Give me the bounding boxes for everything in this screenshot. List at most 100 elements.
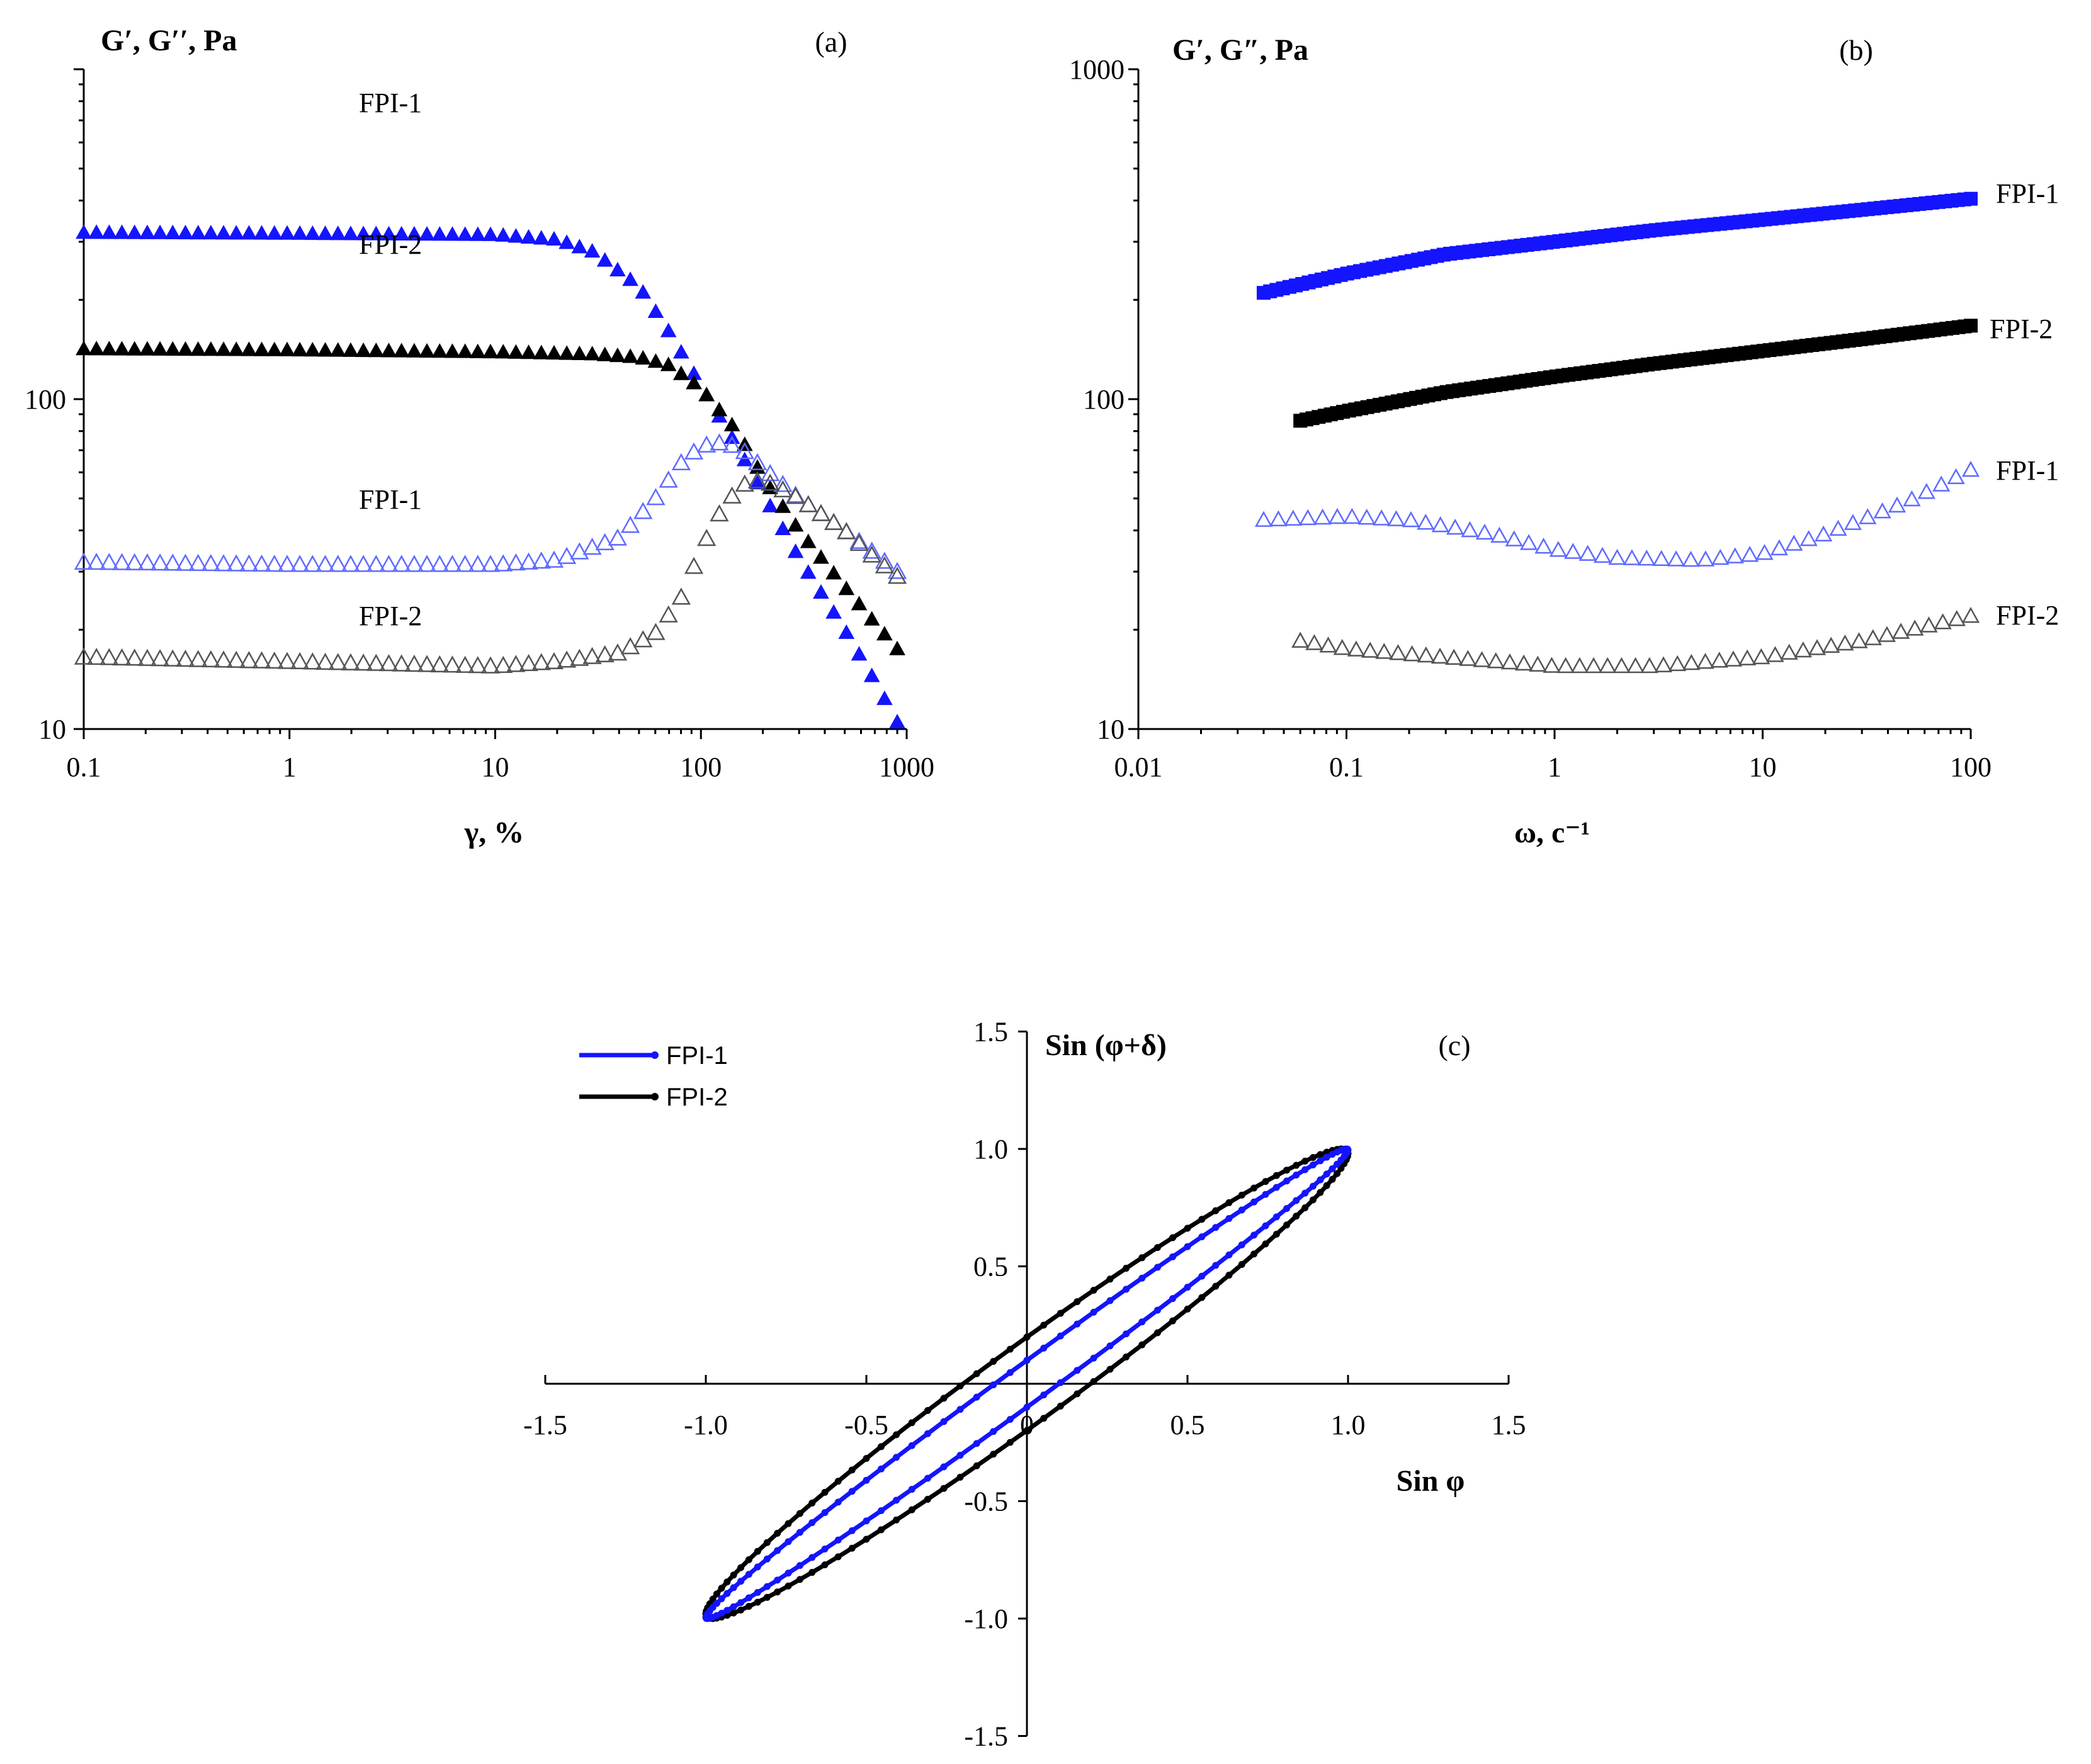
- b-x-axis-title: ω, c⁻¹: [1514, 816, 1590, 849]
- c-series-0-point: [940, 1418, 948, 1425]
- a-series-0-point: [813, 584, 829, 599]
- a-series-3-point: [798, 495, 818, 512]
- a-series-3-point: [404, 654, 424, 672]
- b-series-2-point: [1623, 549, 1641, 565]
- c-series-0-point: [1212, 1224, 1220, 1231]
- panel-c-chart: -1.5 -1.0 -0.5 0 0.5 1.0 1.5-1.5-1.0-0.50.51.0…: [523, 1017, 1526, 1752]
- a-series-3-point: [570, 648, 589, 666]
- c-series-0-point: [1138, 1274, 1146, 1282]
- c-series-1-point: [774, 1588, 781, 1596]
- a-panel-label: (a): [815, 26, 847, 58]
- b-series-2-point: [1313, 508, 1332, 525]
- c-series-1-point: [785, 1582, 792, 1590]
- b-series-2-point: [1799, 529, 1818, 546]
- b-series-3-point: [1822, 636, 1840, 653]
- a-series-3-point: [837, 522, 856, 540]
- a-series-1-point: [203, 341, 219, 356]
- a-series-0-point: [380, 225, 397, 240]
- c-series-1-point: [730, 1571, 737, 1579]
- c-series-1-point: [723, 1578, 731, 1586]
- c-series-0-point: [1090, 1308, 1097, 1316]
- a-series-0-point: [431, 226, 448, 241]
- b-series-2-point: [1269, 510, 1288, 526]
- c-series-0-point: [834, 1498, 842, 1506]
- c-series-0-point: [1040, 1391, 1048, 1399]
- c-series-0-point: [1225, 1251, 1233, 1258]
- a-series-0-point: [749, 475, 766, 490]
- a-series-1-point: [571, 345, 588, 360]
- a-series-3-point: [213, 650, 234, 668]
- b-series-3-point: [1417, 646, 1435, 663]
- c-series-0-point: [754, 1589, 761, 1597]
- c-series-1-point: [973, 1462, 980, 1469]
- b-series-2-point: [1682, 550, 1700, 567]
- c-series-0-point: [1334, 1160, 1341, 1168]
- a-series-3-point: [773, 480, 793, 498]
- b-series-2-point: [1770, 539, 1788, 556]
- a-series-0-point: [800, 564, 817, 579]
- b-series-2-point: [1726, 547, 1744, 563]
- c-series-0-point: [990, 1428, 997, 1435]
- c-series-1-point: [1198, 1216, 1206, 1223]
- a-series-3-point: [392, 654, 411, 672]
- b-series-3-point: [1891, 623, 1910, 639]
- a-x-tick-label: 1: [283, 752, 297, 783]
- b-x-tick-label: 0.01: [1114, 752, 1163, 783]
- a-series-2-point: [213, 554, 234, 572]
- a-series-0-point: [228, 225, 245, 240]
- a-series-2-point: [468, 555, 487, 572]
- a-series-0-point: [889, 713, 905, 728]
- a-series-3-point: [379, 653, 399, 672]
- c-series-0-point: [1250, 1231, 1258, 1239]
- a-series-1-point: [126, 341, 143, 356]
- b-series-3-point: [1669, 655, 1687, 672]
- c-series-1-point: [713, 1590, 720, 1598]
- a-series-1-point: [635, 350, 652, 365]
- a-series-1-point: [241, 341, 258, 356]
- a-series-0-point: [126, 224, 143, 239]
- a-series-1-point: [723, 417, 740, 432]
- c-series-1-point: [1057, 1309, 1064, 1317]
- c-series-1-point: [924, 1495, 931, 1503]
- c-series-0-point: [796, 1562, 803, 1569]
- c-series-0-point: [1238, 1241, 1245, 1248]
- a-series-0-point: [76, 224, 92, 239]
- a-series-1-point: [177, 341, 194, 356]
- b-series-3-point: [1654, 656, 1673, 672]
- a-series-2-point: [176, 553, 195, 571]
- a-series-2-point: [659, 470, 678, 488]
- a-series-2-point: [290, 555, 310, 572]
- b-series-2-point: [1387, 510, 1405, 526]
- c-series-0-point: [713, 1600, 720, 1607]
- b-series-2-point: [1873, 502, 1891, 519]
- a-series-2-point: [646, 488, 666, 506]
- c-series-1-point: [1023, 1427, 1031, 1434]
- a-series-3-point: [227, 650, 246, 668]
- c-series-0-point: [1074, 1320, 1081, 1328]
- a-series-0-point: [558, 234, 575, 249]
- b-series-2-point: [1829, 519, 1847, 536]
- b-series-3-point: [1906, 619, 1924, 636]
- b-series-3-point: [1500, 653, 1519, 670]
- c-series-1-point: [1090, 1287, 1097, 1294]
- a-series-2-point: [747, 453, 768, 470]
- a-series-1-point: [329, 342, 346, 357]
- a-series-1-point: [368, 342, 385, 358]
- c-series-1-point: [863, 1455, 870, 1462]
- a-series-3-point: [74, 647, 94, 665]
- a-series-2-point: [849, 531, 869, 549]
- c-series-0-point: [1057, 1379, 1064, 1386]
- c-series-0-point: [774, 1547, 781, 1554]
- b-series-2-point: [1328, 507, 1347, 524]
- b-series-2-point: [1917, 483, 1935, 499]
- a-series-1-point: [533, 344, 550, 359]
- a-series-1-point: [889, 640, 905, 655]
- b-series-3-point: [1794, 641, 1812, 658]
- b-series-2-point: [1417, 513, 1435, 530]
- c-x-tick-label: -0.5: [844, 1410, 888, 1440]
- c-series-0-point: [893, 1454, 900, 1461]
- a-series-3-point: [519, 653, 538, 672]
- b-series-3-point: [1556, 657, 1575, 674]
- a-series-2-point: [773, 475, 793, 492]
- a-series-3-point: [99, 648, 119, 665]
